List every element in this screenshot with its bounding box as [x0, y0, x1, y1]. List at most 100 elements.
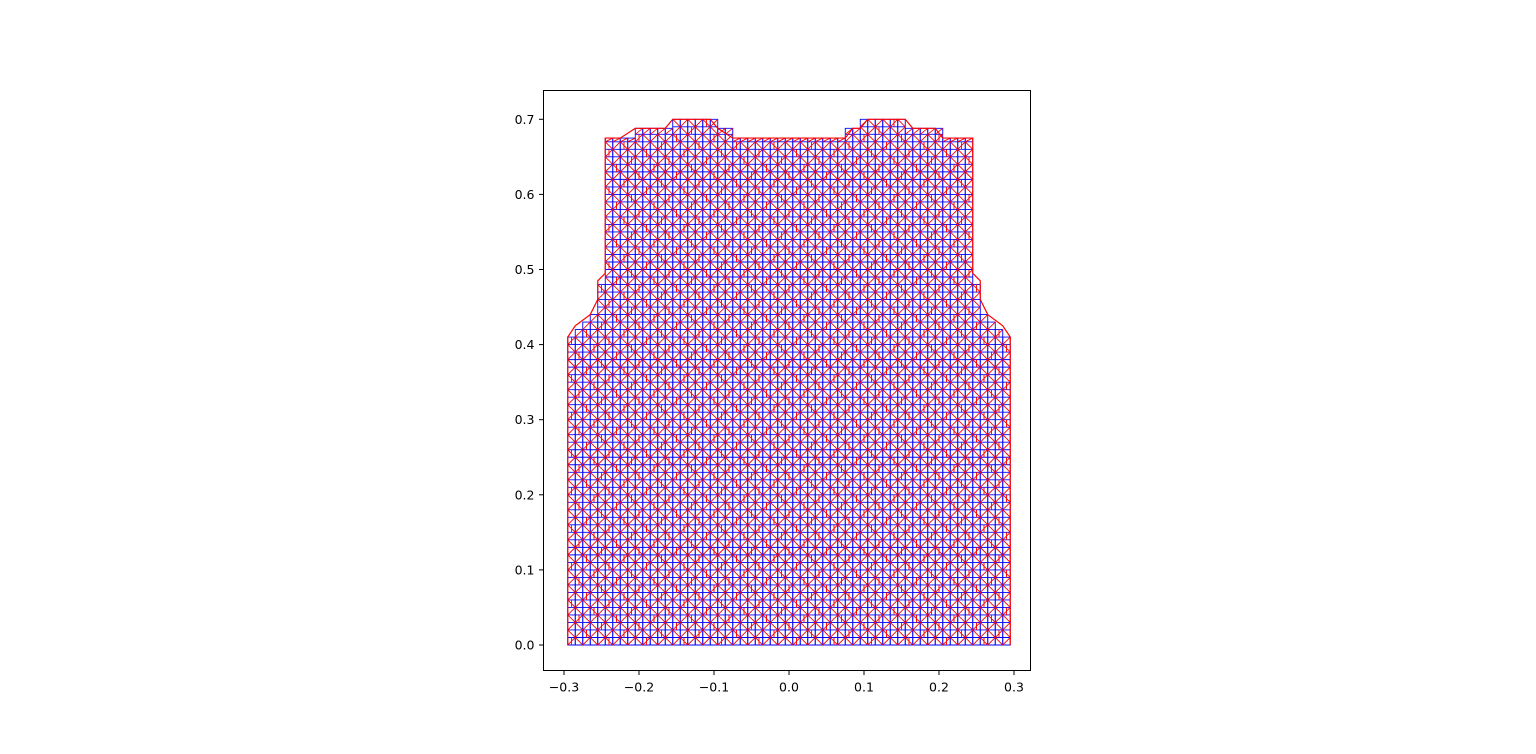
mesh-triangle-edges: [612, 137, 621, 646]
mesh-triangle-edges: [657, 127, 666, 646]
mesh-column-diagonals: [897, 118, 906, 646]
mesh-triangle-edges: [589, 314, 599, 646]
mesh-column-diagonals: [612, 137, 621, 646]
mesh-triangle-edges: [957, 137, 966, 646]
y-tick-label: 0.3: [515, 412, 535, 427]
mesh-column-diagonals: [1002, 336, 1011, 646]
mesh-column-diagonals: [874, 118, 884, 646]
mesh-column-diagonals: [597, 284, 606, 646]
mesh-triangle-edges: [979, 314, 989, 646]
mesh-column-diagonals: [642, 127, 651, 646]
mesh-triangle-edges: [582, 321, 591, 646]
y-axis: 0.0 0.1 0.2 0.3 0.4 0.5 0.6 0.7: [515, 112, 544, 653]
mesh-column-diagonals: [582, 321, 591, 646]
mesh-column-diagonals: [747, 137, 756, 646]
mesh-triangle-edges: [904, 127, 914, 646]
mesh-column-diagonals: [664, 127, 674, 646]
mesh-triangle-edges: [1002, 336, 1011, 646]
mesh-triangle-edges: [919, 127, 929, 646]
mesh-column-diagonals: [739, 137, 749, 646]
mesh-triangle-edges: [964, 137, 974, 646]
mesh-triangle-edges: [754, 137, 764, 646]
mesh-column-diagonals: [889, 118, 899, 646]
y-tick-label: 0.2: [515, 487, 535, 502]
mesh-column-diagonals: [657, 127, 666, 646]
mesh-column-diagonals: [949, 137, 959, 646]
y-tick-label: 0.7: [515, 112, 535, 127]
mesh-column-diagonals: [649, 127, 659, 646]
mesh-triangle-edges: [672, 118, 681, 646]
mesh-triangle-edges: [934, 127, 944, 646]
mesh-column-diagonals: [987, 321, 996, 646]
y-tick-label: 0.5: [515, 262, 535, 277]
mesh-triangle-edges: [694, 118, 704, 646]
mesh-column-diagonals: [567, 336, 576, 646]
mesh-triangle-edges: [567, 336, 576, 646]
x-tick-label: −0.2: [624, 680, 654, 695]
mesh-column-diagonals: [837, 137, 846, 646]
mesh-column-diagonals: [687, 118, 696, 646]
mesh-column-diagonals: [904, 127, 914, 646]
mesh-triangle-edges: [687, 118, 696, 646]
mesh-column-diagonals: [799, 137, 809, 646]
mesh-column-diagonals: [822, 137, 831, 646]
mesh-column-diagonals: [919, 127, 929, 646]
x-tick-label: −0.3: [549, 680, 579, 695]
mesh-column-diagonals: [634, 127, 644, 646]
mesh-triangle-edges: [844, 127, 854, 646]
mesh-triangle-edges: [822, 137, 831, 646]
mesh-column-diagonals: [754, 137, 764, 646]
mesh-column-diagonals: [672, 118, 681, 646]
mesh-column-diagonals: [994, 329, 1004, 646]
mesh-triangle-edges: [852, 127, 861, 646]
mesh-triangle-edges: [949, 137, 959, 646]
y-tick-label: 0.0: [515, 638, 535, 653]
x-tick-label: 0.2: [929, 680, 949, 695]
mesh-triangle-edges: [739, 137, 749, 646]
y-tick-label: 0.6: [515, 187, 535, 202]
mesh-column-diagonals: [627, 137, 636, 646]
mesh-triangle-edges: [897, 118, 906, 646]
x-tick-label: 0.3: [1004, 680, 1024, 695]
mesh-column-diagonals: [942, 137, 951, 646]
mesh-triangle-edges: [867, 118, 876, 646]
mesh-column-diagonals: [784, 137, 794, 646]
y-tick-label: 0.4: [515, 337, 535, 352]
mesh-column-diagonals: [927, 127, 936, 646]
x-tick-label: 0.0: [779, 680, 799, 695]
mesh-triangle-edges: [679, 118, 689, 646]
mesh-diagonals: [567, 118, 1011, 646]
mesh-triangle-edges: [814, 137, 824, 646]
mesh-column-diagonals: [979, 314, 989, 646]
mesh-column-diagonals: [964, 137, 974, 646]
mesh-triangle-edges: [702, 118, 711, 646]
mesh-column-diagonals: [694, 118, 704, 646]
mesh-column-diagonals: [769, 137, 779, 646]
mesh-triangle-edges: [777, 137, 786, 646]
mesh-triangle-edges: [619, 137, 629, 646]
mesh-triangle-edges: [724, 127, 734, 646]
mesh-column-diagonals: [852, 127, 861, 646]
mesh-triangle-edges: [664, 127, 674, 646]
mesh-column-diagonals: [957, 137, 966, 646]
mesh-triangle-edges: [927, 127, 936, 646]
mesh-triangle-edges: [829, 137, 839, 646]
mesh-triangle-edges: [837, 137, 846, 646]
mesh-triangle-edges: [649, 127, 659, 646]
mesh-column-diagonals: [762, 137, 771, 646]
mesh-triangle-edges: [792, 137, 801, 646]
mesh-column-diagonals: [777, 137, 786, 646]
mesh-triangle-edges: [717, 127, 726, 646]
mesh-triangle-edges: [574, 329, 584, 646]
mesh-triangle-edges: [859, 118, 869, 646]
x-tick-label: 0.1: [854, 680, 874, 695]
mesh-triangle-edges: [994, 329, 1004, 646]
x-tick-label: −0.1: [699, 680, 729, 695]
x-axis: −0.3 −0.2 −0.1 0.0 0.1 0.2 0.3: [549, 670, 1024, 695]
mesh-triangle-edges: [604, 137, 614, 646]
y-tick-label: 0.1: [515, 562, 535, 577]
mesh-triangle-edges: [972, 284, 981, 646]
mesh-triangle-edges: [784, 137, 794, 646]
